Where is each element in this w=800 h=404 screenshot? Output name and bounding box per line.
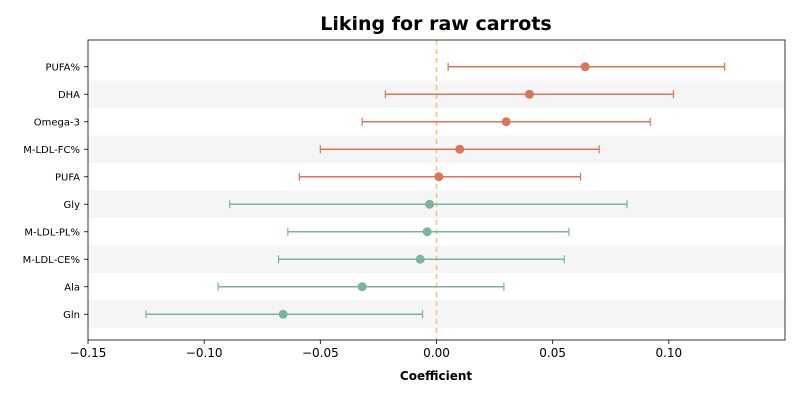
chart-title: Liking for raw carrots	[320, 13, 551, 35]
y-tick-label: PUFA	[55, 172, 80, 183]
y-tick-label: M-LDL-FC%	[23, 145, 80, 156]
y-tick-label: Gln	[63, 310, 80, 321]
x-tick-label: −0.15	[70, 346, 107, 360]
point-estimate	[501, 117, 511, 127]
point-estimate	[278, 309, 288, 319]
point-estimate	[415, 254, 425, 264]
x-tick-label: 0.10	[655, 346, 682, 360]
point-estimate	[425, 199, 435, 209]
y-tick-label: Gly	[64, 200, 81, 211]
point-estimate	[524, 89, 534, 99]
x-tick-label: −0.10	[186, 346, 223, 360]
point-estimate	[580, 62, 590, 72]
point-estimate	[434, 172, 444, 182]
y-tick-label: DHA	[58, 90, 80, 101]
x-axis-title: Coefficient	[400, 369, 472, 383]
x-axis: −0.15 −0.10 −0.05 0.00 0.05 0.10	[70, 340, 682, 360]
y-tick-label: Omega-3	[34, 117, 80, 128]
y-axis: PUFA% DHA Omega-3 M-LDL-FC% PUFA Gly M-LDL-PL%…	[23, 62, 88, 321]
point-estimate	[357, 282, 367, 292]
y-tick-label: PUFA%	[45, 62, 80, 73]
estimate-marks	[145, 62, 726, 319]
y-tick-label: Ala	[64, 282, 80, 293]
x-tick-label: 0.00	[423, 346, 450, 360]
x-tick-label: 0.05	[539, 346, 566, 360]
y-tick-label: M-LDL-CE%	[23, 255, 80, 266]
point-estimate	[455, 144, 465, 154]
point-estimate	[422, 227, 432, 237]
x-tick-label: −0.05	[302, 346, 339, 360]
y-tick-label: M-LDL-PL%	[24, 227, 80, 238]
